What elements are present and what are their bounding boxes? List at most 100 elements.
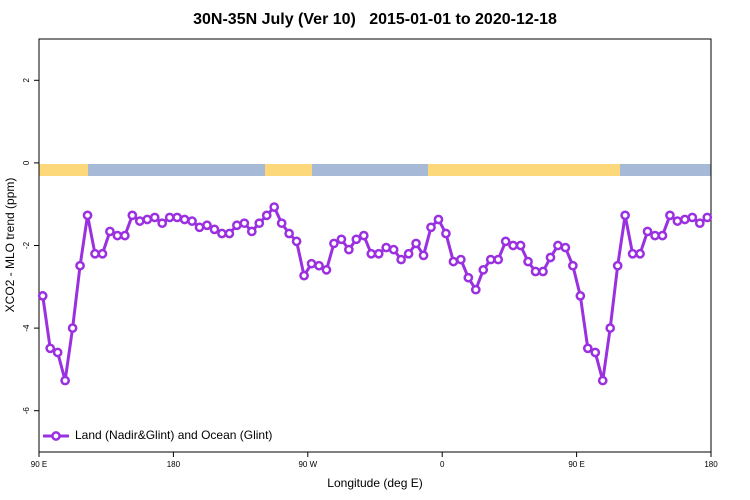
- point: [134, 216, 145, 226]
- point: [60, 375, 70, 386]
- point: [52, 347, 63, 358]
- y-tick-label: -6: [22, 407, 31, 415]
- point: [314, 260, 324, 271]
- point: [261, 210, 272, 221]
- point: [620, 210, 630, 221]
- point: [217, 228, 227, 239]
- point: [82, 210, 93, 221]
- point: [680, 214, 690, 225]
- point: [269, 202, 280, 212]
- x-tick-label: 0: [440, 460, 445, 469]
- point: [396, 254, 406, 265]
- point: [254, 218, 265, 229]
- point: [246, 226, 257, 237]
- point: [650, 230, 660, 241]
- point: [478, 265, 489, 275]
- point: [97, 248, 108, 259]
- point: [665, 210, 675, 221]
- land-band: [39, 164, 88, 176]
- point: [590, 347, 601, 358]
- point: [627, 248, 638, 259]
- point: [582, 343, 593, 354]
- point: [366, 248, 377, 259]
- point: [605, 323, 616, 333]
- point: [493, 254, 504, 265]
- point: [202, 220, 212, 231]
- point: [67, 323, 78, 333]
- point: [657, 230, 668, 241]
- point: [523, 256, 533, 267]
- ocean-band: [88, 164, 265, 176]
- point: [224, 228, 235, 239]
- surface-strip: [39, 164, 711, 176]
- point: [239, 218, 250, 229]
- point: [127, 210, 138, 221]
- point: [336, 234, 347, 245]
- x-axis-label: Longitude (deg E): [327, 476, 422, 490]
- x-tick-label: 180: [167, 460, 181, 469]
- point: [179, 214, 190, 225]
- point: [351, 234, 362, 245]
- point: [329, 238, 339, 249]
- point: [642, 226, 653, 237]
- x-tick-label: 90 E: [568, 460, 584, 469]
- point: [187, 216, 197, 226]
- point: [426, 222, 436, 233]
- point: [530, 266, 541, 277]
- point: [291, 236, 302, 247]
- point: [538, 266, 548, 277]
- point: [441, 228, 451, 239]
- point: [553, 240, 563, 251]
- point: [299, 270, 309, 281]
- point: [575, 291, 586, 301]
- point: [381, 242, 392, 253]
- x-tick-label: 90 E: [31, 460, 47, 469]
- point: [37, 291, 48, 301]
- point: [373, 248, 384, 259]
- point: [209, 224, 220, 235]
- point: [433, 214, 444, 225]
- point: [470, 284, 481, 295]
- point: [344, 244, 354, 255]
- x-tick-label: 180: [704, 460, 718, 469]
- point: [164, 212, 175, 223]
- land-band: [428, 164, 620, 176]
- point: [284, 228, 294, 239]
- y-tick-label: 2: [22, 78, 31, 83]
- point: [694, 218, 705, 229]
- point: [702, 212, 713, 223]
- y-axis-label: XCO2 - MLO trend (ppm): [3, 178, 17, 313]
- point: [545, 252, 556, 263]
- point: [635, 248, 645, 259]
- point: [142, 214, 153, 225]
- point: [568, 260, 578, 271]
- point: [418, 250, 429, 261]
- ocean-band: [312, 164, 428, 176]
- point: [403, 248, 414, 259]
- y-tick-label: -2: [22, 241, 31, 249]
- point: [508, 240, 518, 251]
- point: [672, 216, 683, 226]
- point: [687, 212, 698, 223]
- point: [456, 254, 466, 265]
- legend-label: Land (Nadir&Glint) and Ocean (Glint): [75, 428, 272, 442]
- x-tick-label: 90 W: [298, 460, 317, 469]
- point: [411, 238, 421, 249]
- point: [597, 375, 608, 386]
- point: [194, 222, 205, 233]
- point: [90, 248, 100, 259]
- point: [112, 230, 123, 241]
- point: [358, 230, 369, 241]
- point: [276, 218, 287, 229]
- point: [515, 240, 526, 251]
- point: [500, 236, 511, 247]
- y-tick-label: -4: [22, 324, 31, 332]
- chart-title: 30N-35N July (Ver 10) 2015-01-01 to 2020…: [193, 11, 557, 28]
- point: [306, 258, 317, 269]
- point: [485, 254, 496, 265]
- plot-frame: [38, 38, 712, 453]
- point: [388, 244, 399, 255]
- series-line: [41, 204, 709, 381]
- point: [75, 260, 85, 271]
